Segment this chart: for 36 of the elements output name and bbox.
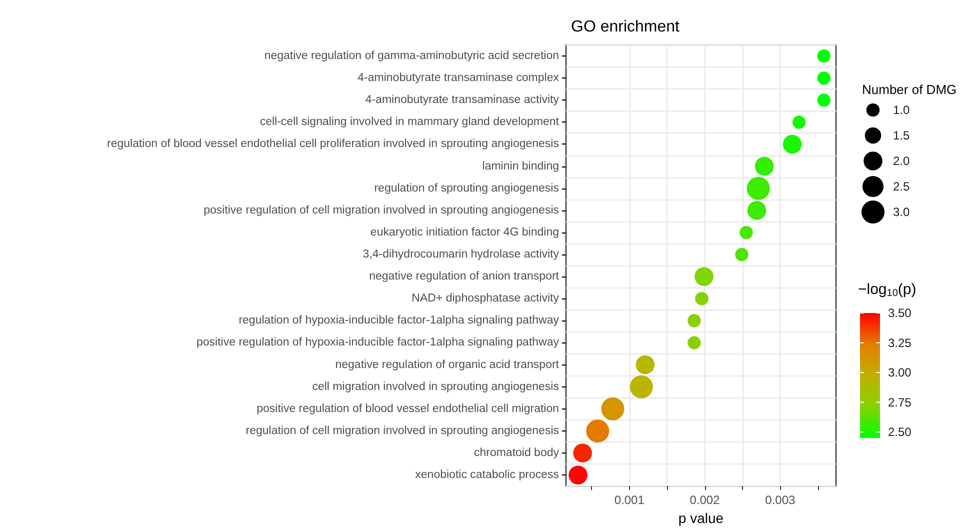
- legend-label: 1.5: [893, 128, 910, 142]
- color-bar-label: 3.25: [888, 336, 912, 350]
- y-tick-label: regulation of sprouting angiogenesis: [374, 182, 560, 194]
- y-tick-label: regulation of blood vessel endothelial cell proliferation involved in sprouting angiogenesis: [107, 138, 560, 150]
- y-tick-label: cell migration involved in sprouting angiogenesis: [312, 380, 560, 393]
- legend-label: 2.5: [893, 180, 910, 194]
- y-tick-label: negative regulation of gamma-aminobutyric acid secretion: [264, 50, 559, 62]
- legend-label: 3.0: [893, 205, 910, 219]
- y-tick-label: negative regulation of anion transport: [369, 270, 560, 283]
- y-tick-label: 3,4-dihydrocoumarin hydrolase activity: [362, 248, 560, 261]
- legend-label: 2.0: [893, 154, 910, 168]
- y-tick-label: 4-aminobutyrate transaminase activity: [365, 94, 560, 106]
- x-tick-label: 0.003: [765, 493, 796, 508]
- y-tick-label: chromatoid body: [474, 447, 560, 460]
- legend-title: Number of DMG: [862, 82, 957, 97]
- color-bar-label: 2.50: [888, 425, 912, 439]
- y-tick-label: regulation of hypoxia-inducible factor-1alpha signaling pathway: [238, 314, 560, 327]
- y-tick-label: laminin binding: [482, 160, 559, 172]
- y-tick-label: 4-aminobutyrate transaminase complex: [358, 72, 560, 84]
- x-tick-label: 0.001: [614, 493, 645, 508]
- y-tick-label: eukaryotic initiation factor 4G binding: [370, 226, 559, 238]
- x-tick-label: 0.002: [690, 493, 720, 508]
- y-tick-label: cell-cell signaling involved in mammary gland development: [260, 116, 560, 128]
- legend-label: 1.0: [893, 103, 910, 117]
- y-tick-label: positive regulation of cell migration involved in sprouting angiogenesis: [204, 204, 560, 216]
- color-bar-label: 3.50: [888, 306, 912, 320]
- y-tick-label: positive regulation of blood vessel endothelial cell migration: [256, 402, 559, 415]
- y-tick-label: regulation of cell migration involved in sprouting angiogenesis: [246, 424, 560, 437]
- y-tick-label: xenobiotic catabolic process: [415, 469, 560, 482]
- color-bar-label: 2.75: [888, 395, 912, 410]
- x-axis-title: p value: [678, 510, 724, 526]
- y-tick-label: negative regulation of organic acid transport: [335, 358, 560, 371]
- color-bar-label: 3.00: [888, 366, 912, 380]
- chart-title: GO enrichment: [571, 18, 680, 36]
- y-tick-label: positive regulation of hypoxia-inducible factor-1alpha signaling pathway: [196, 336, 560, 349]
- y-tick-label: NAD+ diphosphatase activity: [412, 292, 560, 305]
